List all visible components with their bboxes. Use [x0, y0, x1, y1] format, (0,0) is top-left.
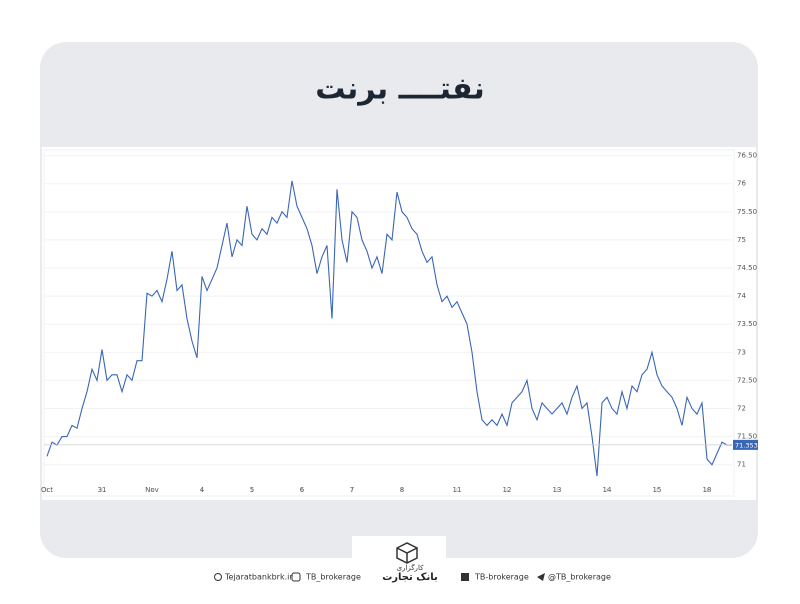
- x-tick-label: 7: [350, 486, 354, 494]
- y-tick-label: 73: [737, 348, 746, 356]
- logo-bg: [352, 536, 446, 576]
- logo-icon: [396, 542, 418, 564]
- x-tick-label: 12: [503, 486, 512, 494]
- instagram-icon: [291, 572, 301, 582]
- last-price-tag: [733, 439, 758, 450]
- x-tick-label: 11: [453, 486, 462, 494]
- telegram[interactable]: @TB_brokerage: [548, 573, 611, 582]
- y-tick-label: 72: [737, 405, 746, 413]
- chart-panel: [42, 147, 756, 500]
- x-tick-label: Nov: [145, 486, 159, 494]
- y-tick-label: 75: [737, 236, 746, 244]
- x-tick-label: 18: [703, 486, 712, 494]
- x-tick-label: 6: [300, 486, 305, 494]
- linkedin[interactable]: TB-brokerage: [474, 573, 529, 582]
- x-tick-label: 13: [553, 486, 562, 494]
- last-price-label: 71.353: [735, 441, 758, 449]
- y-tick-label: 76.50: [737, 152, 757, 160]
- telegram-icon: [537, 573, 545, 581]
- x-tick-label: 14: [603, 486, 612, 494]
- x-tick-label: 4: [200, 486, 205, 494]
- chart-title: نفتــــ برنت: [315, 72, 485, 107]
- price-line: [46, 180, 733, 477]
- plot-frame: [43, 149, 735, 497]
- y-tick-label: 74: [737, 292, 746, 300]
- instagram[interactable]: TB_brokerage: [305, 573, 361, 582]
- x-tick-label: 31: [98, 486, 107, 494]
- y-tick-label: 71.50: [737, 433, 757, 441]
- web-icon: [214, 573, 222, 581]
- linkedin-icon: [461, 573, 469, 581]
- x-tick-label: 15: [653, 486, 662, 494]
- x-tick-label: 5: [250, 486, 254, 494]
- y-tick-label: 76: [737, 180, 746, 188]
- x-tick-label: 8: [400, 486, 404, 494]
- logo-top: کارگزاری: [397, 563, 425, 572]
- x-tick-label: Oct: [41, 486, 53, 494]
- y-tick-label: 75.50: [737, 208, 757, 216]
- y-tick-label: 71: [737, 461, 746, 469]
- website[interactable]: Tejaratbankbrk.ir: [224, 573, 293, 582]
- logo-main: بانک تجارت: [382, 572, 438, 583]
- y-tick-label: 74.50: [737, 264, 757, 272]
- y-tick-label: 72.50: [737, 376, 757, 384]
- y-tick-label: 73.50: [737, 320, 757, 328]
